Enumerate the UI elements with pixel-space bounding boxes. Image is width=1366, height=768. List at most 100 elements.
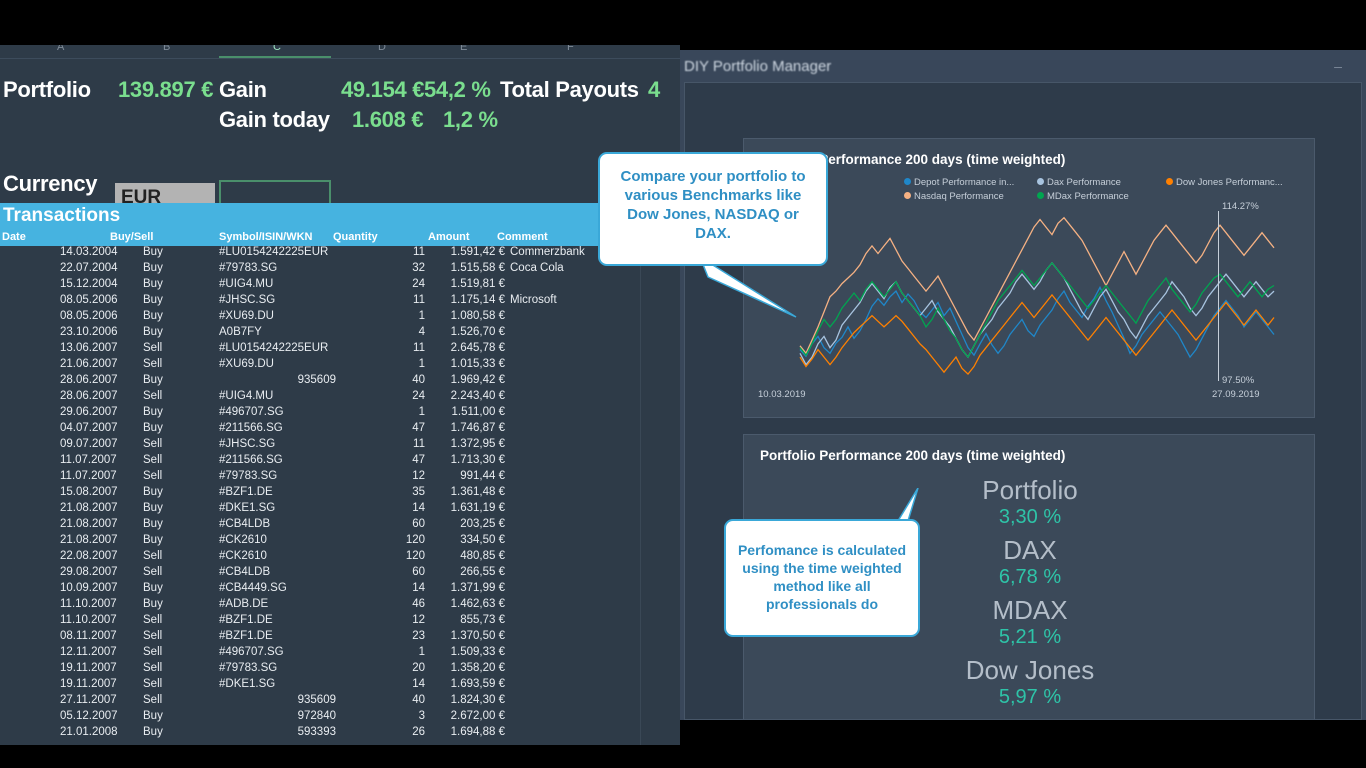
perf-value-dax: 6,78 % <box>998 566 1062 588</box>
cell-quantity: 35 <box>412 486 425 498</box>
table-row[interactable]: 09.07.2007 Sell #JHSC.SG 11 1.372,95 € <box>0 438 680 454</box>
cell-quantity: 11 <box>413 294 425 306</box>
cell-buysell: Sell <box>143 550 163 562</box>
table-row[interactable]: 12.11.2007 Sell #496707.SG 1 1.509,33 € <box>0 646 680 662</box>
column-header-row[interactable]: A B C D E F <box>0 45 680 59</box>
legend-color-dot <box>1037 192 1044 199</box>
tx-col-header-amount[interactable]: Amount <box>428 231 470 243</box>
table-row[interactable]: 29.08.2007 Sell #CB4LDB 60 266,55 € <box>0 566 680 582</box>
table-row[interactable]: 21.06.2007 Sell #XU69.DU 1 1.015,33 € <box>0 358 680 374</box>
table-row[interactable]: 22.07.2004 Buy #79783.SG 32 1.515,58 € Coca C… <box>0 262 680 278</box>
table-row[interactable]: 08.11.2007 Sell #BZF1.DE 23 1.370,50 € <box>0 630 680 646</box>
cell-quantity: 120 <box>405 534 425 546</box>
app-content-area: Portfolio Performance 200 days (time wei… <box>684 82 1362 720</box>
cell-symbol: A0B7FY <box>219 326 262 338</box>
perf-value-dow-jones: 5,97 % <box>998 686 1062 708</box>
tx-col-header-quantity[interactable]: Quantity <box>333 231 378 243</box>
cell-buysell: Buy <box>143 582 163 594</box>
chart-series-dow <box>800 295 1274 374</box>
cell-date: 22.07.2004 <box>60 262 118 274</box>
column-header-f[interactable]: F <box>567 45 574 53</box>
table-row[interactable]: 11.10.2007 Buy #ADB.DE 46 1.462,63 € <box>0 598 680 614</box>
table-row[interactable]: 19.11.2007 Sell #DKE1.SG 14 1.693,59 € <box>0 678 680 694</box>
chart-y-min-label: 97.50% <box>1222 375 1255 386</box>
chart-series-mdax <box>800 263 1274 357</box>
column-header-c[interactable]: C <box>273 45 281 53</box>
table-row[interactable]: 28.06.2007 Buy 935609 40 1.969,42 € <box>0 374 680 390</box>
table-row[interactable]: 10.09.2007 Buy #CB4449.SG 14 1.371,99 € <box>0 582 680 598</box>
cell-date: 08.05.2006 <box>60 294 118 306</box>
table-row[interactable]: 29.06.2007 Buy #496707.SG 1 1.511,00 € <box>0 406 680 422</box>
chart-x-end-label: 27.09.2019 <box>1212 389 1260 400</box>
table-row[interactable]: 14.03.2004 Buy #LU0154242225EUR 11 1.591,42 … <box>0 246 680 262</box>
cell-amount: 1.462,63 € <box>450 598 505 610</box>
table-row[interactable]: 11.10.2007 Sell #BZF1.DE 12 855,73 € <box>0 614 680 630</box>
chart-series-nasdaq <box>800 218 1274 354</box>
cell-buysell: Buy <box>143 278 163 290</box>
total-payouts-value: 4 <box>648 77 660 102</box>
cell-date: 12.11.2007 <box>60 646 117 658</box>
table-row[interactable]: 08.05.2006 Buy #JHSC.SG 11 1.175,14 € Microso… <box>0 294 680 310</box>
cell-quantity: 14 <box>412 502 425 514</box>
cell-buysell: Buy <box>143 294 163 306</box>
tx-col-header-buy-sell[interactable]: Buy/Sell <box>110 231 154 243</box>
minimize-icon[interactable]: ─ <box>1334 62 1342 74</box>
cell-symbol: #79783.SG <box>219 470 278 482</box>
table-row[interactable]: 13.06.2007 Sell #LU0154242225EUR 11 2.645,78… <box>0 342 680 358</box>
cell-symbol: #LU0154242225EUR <box>219 246 329 258</box>
table-row[interactable]: 23.10.2006 Buy A0B7FY 4 1.526,70 € <box>0 326 680 342</box>
cell-symbol: #CB4LDB <box>219 566 271 578</box>
table-row[interactable]: 21.08.2007 Buy #DKE1.SG 14 1.631,19 € <box>0 502 680 518</box>
table-row[interactable]: 21.01.2008 Buy 593393 26 1.694,88 € <box>0 726 680 742</box>
column-header-d[interactable]: D <box>378 45 386 53</box>
tx-col-header-date[interactable]: Date <box>2 231 26 243</box>
column-header-e[interactable]: E <box>460 45 468 53</box>
cell-amount: 1.694,88 € <box>450 726 505 738</box>
cell-symbol: #JHSC.SG <box>219 438 276 450</box>
table-row[interactable]: 22.08.2007 Sell #CK2610 120 480,85 € <box>0 550 680 566</box>
cell-date: 21.08.2007 <box>60 502 118 514</box>
cell-date: 19.11.2007 <box>60 678 117 690</box>
cell-symbol: 972840 <box>297 710 336 722</box>
legend-color-dot <box>904 192 911 199</box>
table-row[interactable]: 15.08.2007 Buy #BZF1.DE 35 1.361,48 € <box>0 486 680 502</box>
table-row[interactable]: 19.11.2007 Sell #79783.SG 20 1.358,20 € <box>0 662 680 678</box>
currency-label: Currency <box>3 171 98 196</box>
cell-symbol: #CK2610 <box>219 550 267 562</box>
tx-col-header-comment[interactable]: Comment <box>497 231 548 243</box>
cell-amount: 266,55 € <box>460 566 505 578</box>
cell-quantity: 60 <box>412 518 425 530</box>
table-row[interactable]: 11.07.2007 Sell #211566.SG 47 1.713,30 € <box>0 454 680 470</box>
table-row[interactable]: 04.07.2007 Buy #211566.SG 47 1.746,87 € <box>0 422 680 438</box>
cell-date: 21.01.2008 <box>60 726 118 738</box>
chart-y-max-label: 114.27% <box>1222 201 1259 212</box>
tx-col-header-symbol-isin-wkn[interactable]: Symbol/ISIN/WKN <box>219 231 313 243</box>
table-row[interactable]: 08.05.2006 Buy #XU69.DU 1 1.080,58 € <box>0 310 680 326</box>
cell-buysell: Sell <box>143 438 163 450</box>
table-row[interactable]: 27.11.2007 Sell 935609 40 1.824,30 € <box>0 694 680 710</box>
table-row[interactable]: 11.07.2007 Sell #79783.SG 12 991,44 € <box>0 470 680 486</box>
table-row[interactable]: 21.08.2007 Buy #CK2610 120 334,50 € <box>0 534 680 550</box>
cell-amount: 1.015,33 € <box>450 358 505 370</box>
perf-value-portfolio: 3,30 % <box>998 506 1062 528</box>
table-row[interactable]: 05.12.2007 Buy 972840 3 2.672,00 € <box>0 710 680 726</box>
table-row[interactable]: 28.06.2007 Sell #UIG4.MU 24 2.243,40 € <box>0 390 680 406</box>
selected-column-underline <box>219 56 331 58</box>
column-header-b[interactable]: B <box>163 45 171 53</box>
table-row[interactable]: 21.08.2007 Buy #CB4LDB 60 203,25 € <box>0 518 680 534</box>
legend-label: Nasdaq Performance <box>914 191 1004 202</box>
cell-date: 29.06.2007 <box>60 406 118 418</box>
cell-buysell: Buy <box>143 502 163 514</box>
gain-percent: 54,2 % <box>424 77 491 102</box>
cell-buysell: Sell <box>143 694 163 706</box>
transactions-table-body[interactable]: 14.03.2004 Buy #LU0154242225EUR 11 1.591,42 … <box>0 246 680 745</box>
cell-quantity: 11 <box>413 342 425 354</box>
cell-quantity: 3 <box>418 710 425 722</box>
cell-symbol: #211566.SG <box>219 454 283 466</box>
cell-symbol: #BZF1.DE <box>219 614 273 626</box>
performance-chart-card: Portfolio Performance 200 days (time wei… <box>743 138 1315 418</box>
cell-buysell: Sell <box>143 470 163 482</box>
column-header-a[interactable]: A <box>57 45 65 53</box>
table-row[interactable]: 15.12.2004 Buy #UIG4.MU 24 1.519,81 € <box>0 278 680 294</box>
cell-buysell: Buy <box>143 534 163 546</box>
